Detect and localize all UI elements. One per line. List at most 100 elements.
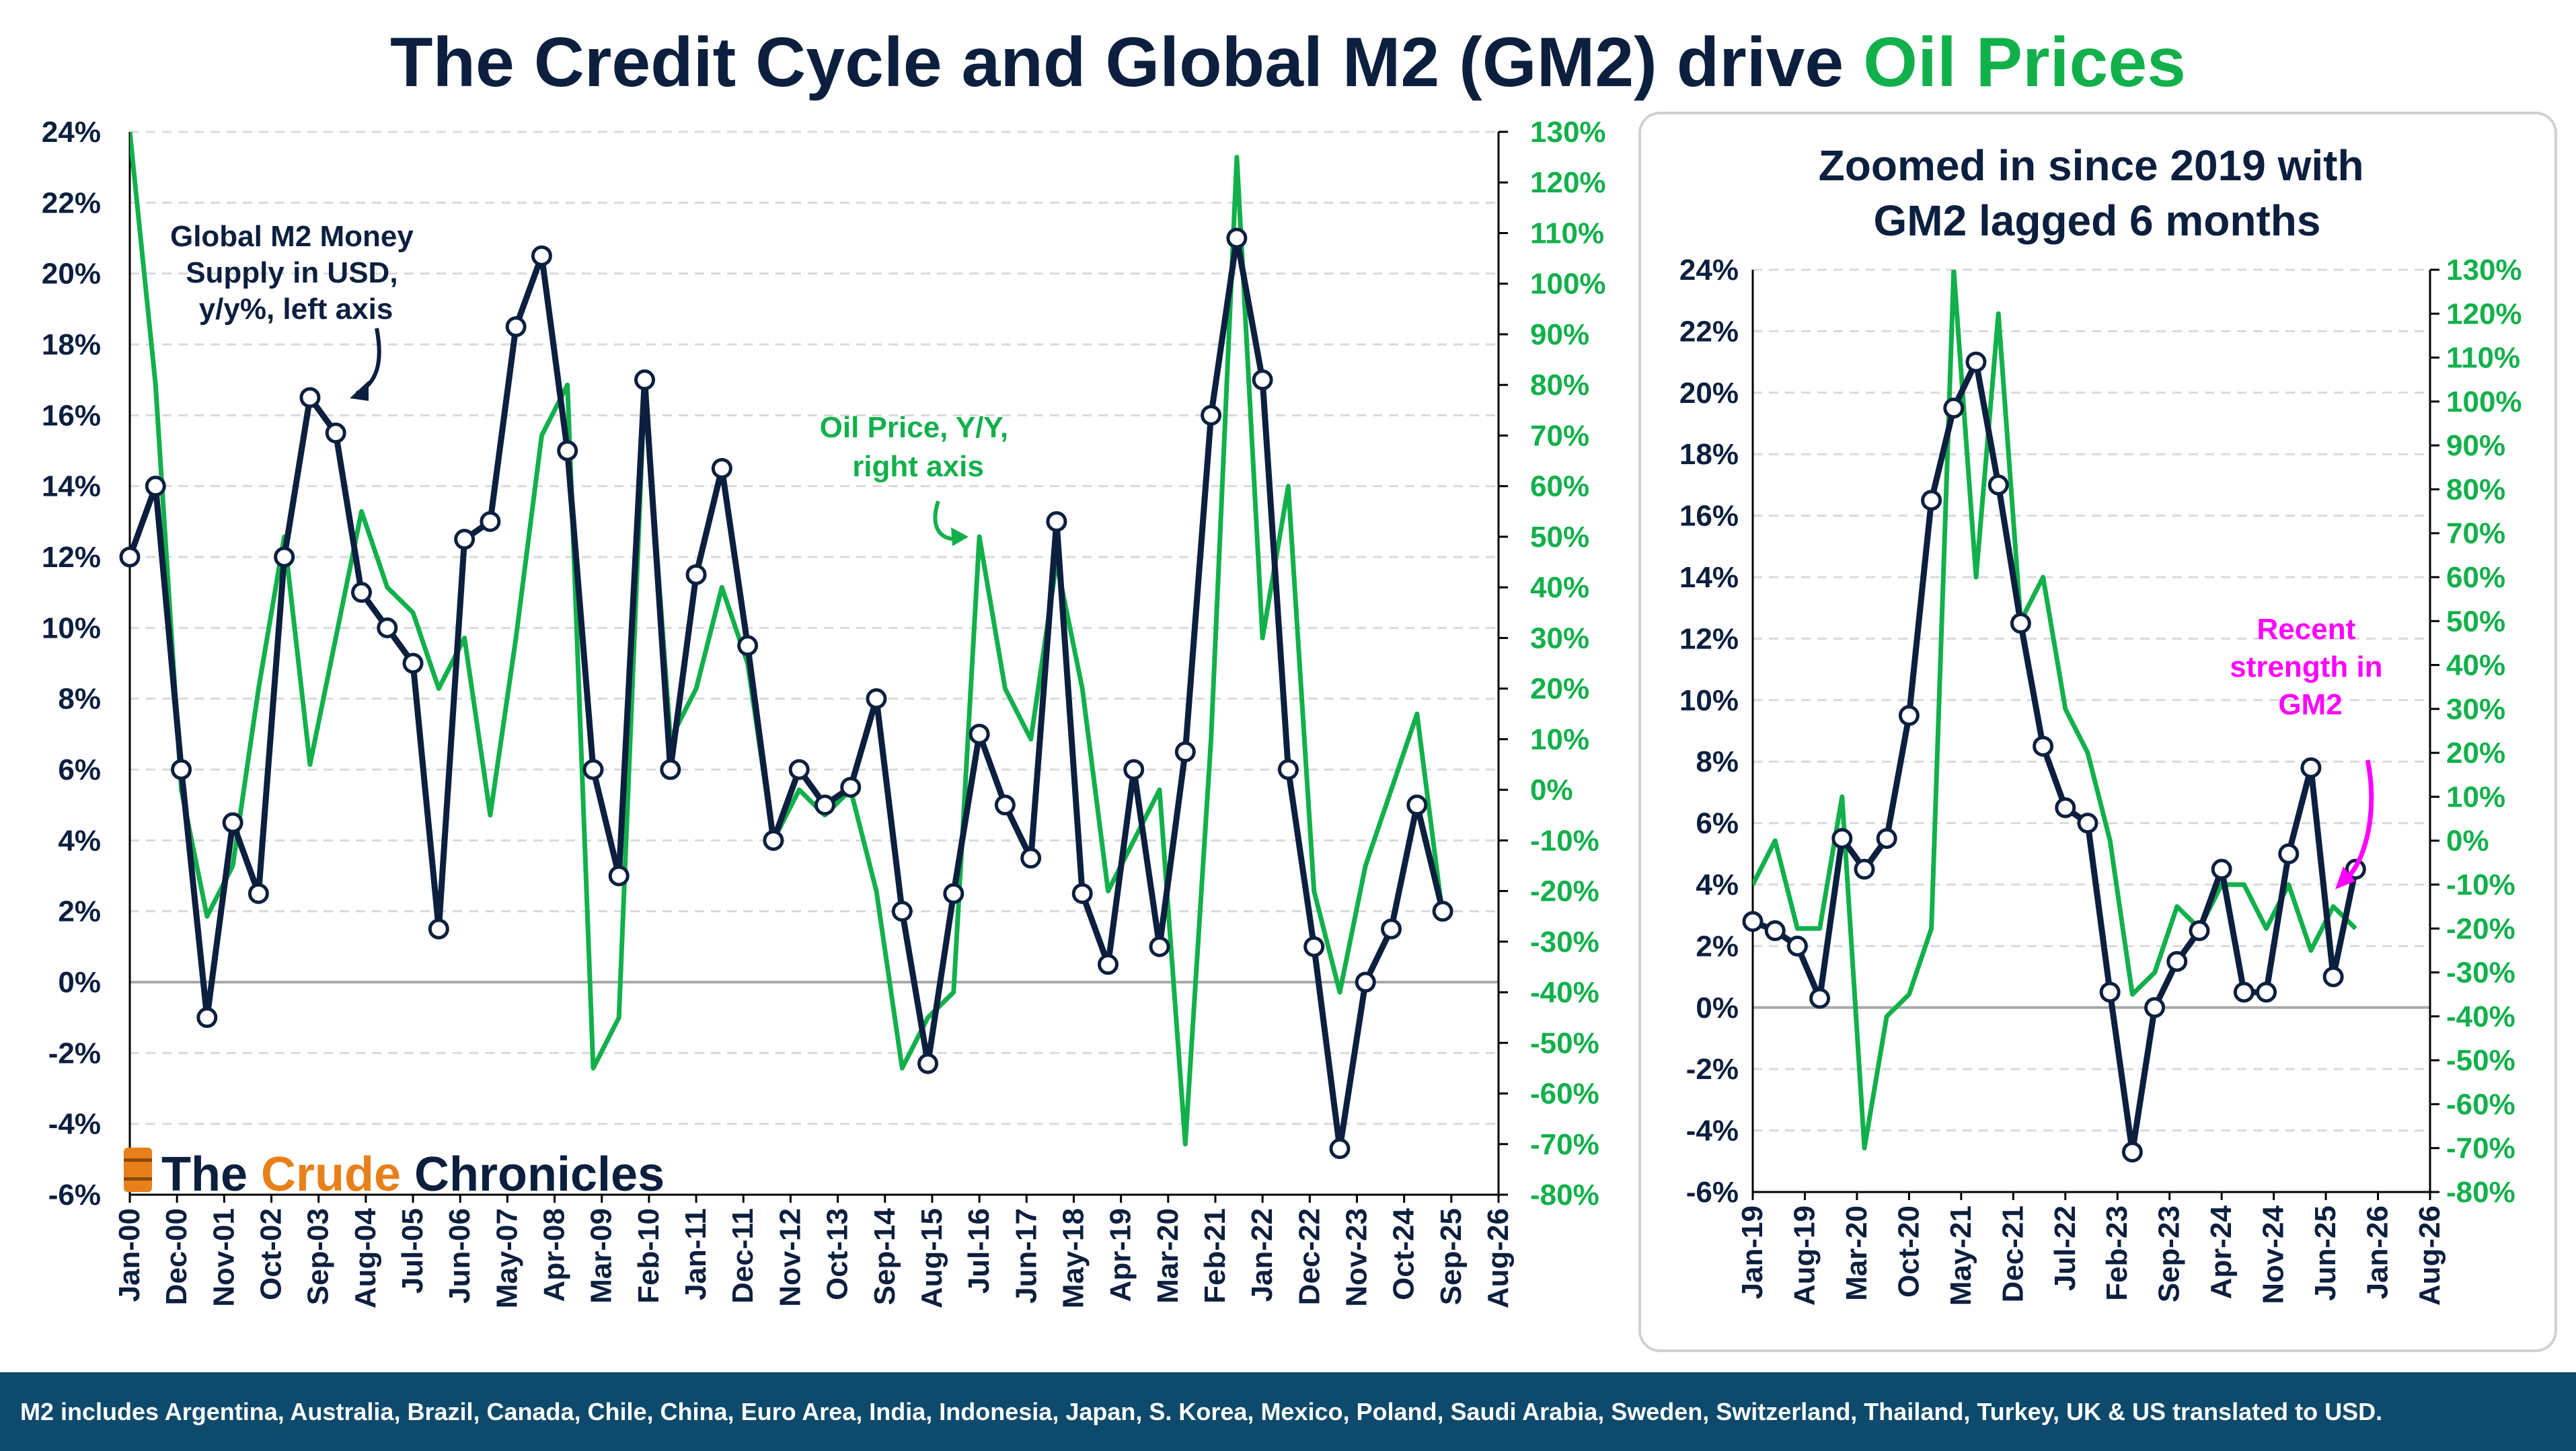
gm2-data-point	[711, 457, 732, 479]
x-axis-tick-label: Dec-22	[1293, 1208, 1326, 1305]
gm2-data-point	[2322, 966, 2344, 988]
gm2-data-point	[2055, 797, 2076, 819]
gm2-data-point	[1764, 920, 1786, 942]
gm2-data-point	[1876, 827, 1897, 849]
left-axis-tick-label: 6%	[1696, 807, 1739, 840]
x-axis-tick-label: Aug-04	[349, 1207, 382, 1308]
right-axis-tick-label: 20%	[2446, 737, 2505, 770]
gm2-annotation-line-2: Supply in USD,	[186, 256, 397, 289]
gm2-data-point	[2256, 981, 2277, 1003]
gm2-data-point	[685, 564, 707, 585]
inset-panel	[1638, 112, 2557, 1352]
gm2-series-line	[1753, 359, 2359, 1156]
gm2-data-point	[1786, 935, 1808, 957]
gm2-annotation-line-1: Global M2 Money	[170, 220, 414, 253]
gm2-data-point	[1965, 351, 1987, 373]
right-axis-tick-label: 30%	[1530, 622, 1589, 655]
right-axis-tick-label: -70%	[1530, 1128, 1599, 1161]
x-axis-tick-label: Feb-10	[632, 1208, 665, 1304]
x-axis-tick-label: May-21	[1944, 1205, 1977, 1306]
right-axis-tick-label: -40%	[2446, 1000, 2515, 1033]
right-axis-tick-label: -80%	[1530, 1179, 1599, 1212]
gm2-data-point	[557, 440, 578, 461]
gm2-data-point	[222, 812, 243, 833]
x-axis-tick-label: Mar-09	[585, 1208, 618, 1304]
left-axis-tick-label: -4%	[1686, 1115, 1739, 1148]
gm2-data-point	[814, 794, 835, 816]
x-axis-tick-label: Aug-19	[1788, 1205, 1821, 1306]
left-axis-tick-label: 4%	[1696, 868, 1739, 901]
x-axis-tick-label: Apr-19	[1104, 1208, 1137, 1302]
gm2-data-point	[2211, 858, 2232, 880]
x-axis-tick-label: Oct-24	[1388, 1207, 1420, 1300]
gm2-data-point	[299, 387, 321, 408]
gm2-data-point	[1020, 848, 1042, 869]
left-axis-tick-label: 12%	[42, 541, 101, 574]
x-axis-tick-label: May-07	[490, 1208, 523, 1308]
x-axis-tick-label: Aug-15	[915, 1208, 948, 1308]
x-axis-tick-label: Mar-20	[1840, 1205, 1873, 1301]
x-axis-tick-label: Nov-01	[207, 1208, 240, 1307]
x-axis-tick-label: Oct-20	[1892, 1205, 1925, 1298]
gm2-data-point	[634, 369, 656, 391]
left-axis-tick-label: 18%	[1679, 438, 1739, 471]
gm2-data-point	[1201, 404, 1222, 426]
gm2-data-point	[1898, 705, 1920, 727]
gm2-data-point	[1046, 511, 1067, 532]
gm2-data-point	[1226, 227, 1248, 249]
gm2-data-point	[788, 759, 810, 780]
left-axis-tick-label: 8%	[1696, 745, 1739, 778]
gm2-data-point	[1071, 883, 1093, 904]
right-axis-tick-label: -40%	[1530, 976, 1599, 1009]
x-axis-tick-label: Oct-13	[821, 1208, 854, 1300]
gm2-data-point	[171, 759, 192, 780]
left-axis-tick-label: 22%	[1679, 315, 1739, 348]
gm2-data-point	[248, 883, 269, 904]
inset-chart: -6% -4% -2% 0% 2% 4% 6% 8% 10% 12% 14% 16% 18% 20% 22%…	[1679, 254, 2522, 1306]
gm2-data-point	[454, 529, 476, 550]
right-axis-tick-label: 130%	[2446, 254, 2522, 287]
right-axis-tick-label: 20%	[1530, 673, 1589, 706]
gm2-annotation: Global M2 Money Supply in USD, y/y%, lef…	[170, 220, 422, 326]
gm2-data-point	[1381, 918, 1402, 940]
gm2-data-point	[2166, 951, 2188, 972]
right-axis-tick-label: -50%	[2446, 1044, 2515, 1077]
brand-logo: The Crude Chronicles	[124, 1148, 665, 1201]
left-axis-tick-label: 10%	[1679, 684, 1739, 717]
left-axis-tick-label: 14%	[42, 470, 101, 503]
left-axis-tick-label: 22%	[42, 186, 101, 219]
left-axis-tick-label: 24%	[1679, 254, 1739, 287]
x-axis-tick-label: Jan-22	[1246, 1208, 1279, 1302]
page-title: The Credit Cycle and Global M2 (GM2) dri…	[390, 24, 2186, 102]
recent-annotation-arrowhead	[2335, 866, 2355, 889]
gm2-data-point	[1921, 490, 1942, 511]
gm2-data-point	[737, 635, 759, 657]
right-axis-tick-label: 0%	[1530, 774, 1573, 807]
left-axis-tick-label: 20%	[42, 258, 101, 291]
right-axis-tick-label: 0%	[2446, 825, 2489, 858]
oil-barrel-icon	[124, 1148, 152, 1192]
right-axis-tick-label: 130%	[1530, 116, 1606, 149]
left-axis-tick-label: 6%	[58, 753, 101, 786]
left-axis-tick-label: 14%	[1679, 561, 1739, 594]
gm2-data-point	[2121, 1142, 2143, 1163]
gm2-data-point	[1854, 858, 1875, 880]
gm2-data-point	[350, 582, 372, 603]
gm2-data-point	[1097, 954, 1119, 975]
x-axis-tick-label: Apr-24	[2205, 1205, 2238, 1299]
gm2-data-point	[943, 883, 964, 904]
x-axis-tick-label: Aug-26	[2413, 1205, 2446, 1306]
gm2-data-point	[1809, 988, 1831, 1009]
x-axis-tick-label: Apr-08	[538, 1208, 571, 1302]
gm2-data-point	[274, 546, 295, 568]
right-axis-tick-label: 70%	[2446, 517, 2505, 550]
x-axis-tick-label: Jul-16	[962, 1208, 995, 1294]
gm2-data-point	[1303, 936, 1325, 957]
x-axis-tick-label: Sep-23	[2153, 1205, 2186, 1302]
right-axis-tick-label: 90%	[1530, 318, 1589, 351]
gm2-data-point	[196, 1007, 218, 1029]
gm2-data-point	[1252, 369, 1273, 391]
left-axis-tick-label: 2%	[58, 895, 101, 928]
gm2-data-point	[866, 688, 887, 710]
